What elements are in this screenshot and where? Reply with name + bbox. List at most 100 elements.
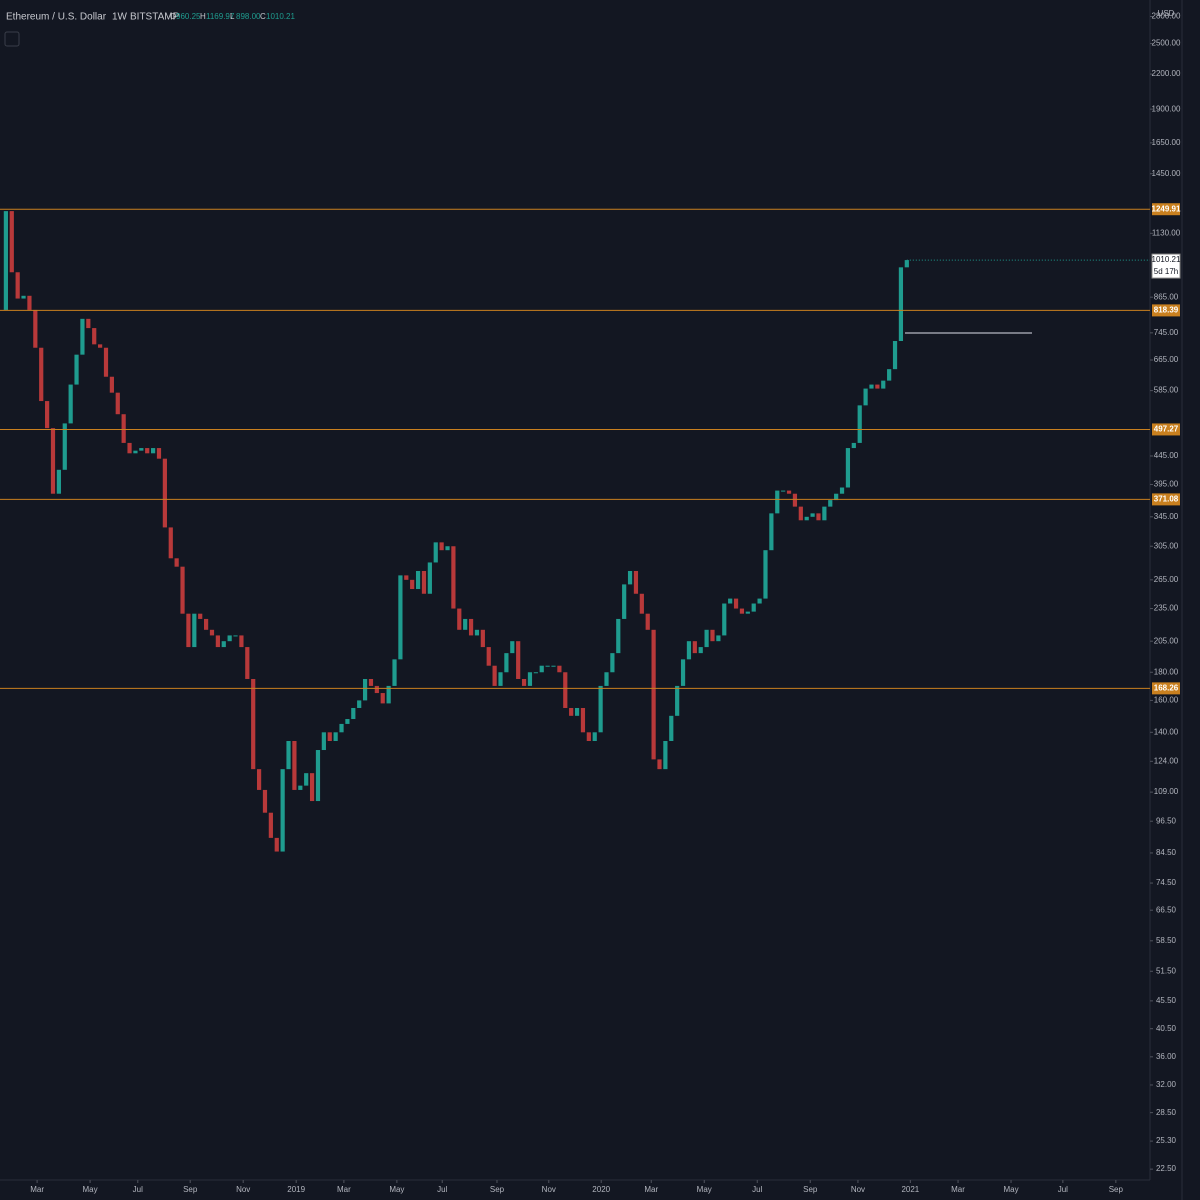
last-price-box <box>1151 253 1181 279</box>
candle-body <box>692 641 697 654</box>
candle-body <box>863 388 868 406</box>
y-tick-label: 51.50 <box>1156 966 1177 975</box>
candle-body <box>651 629 656 760</box>
symbol-title[interactable]: Ethereum / U.S. Dollar <box>6 12 107 23</box>
x-tick-label: Sep <box>183 1185 198 1194</box>
candle-body <box>498 672 503 686</box>
level-label: 497.27 <box>1154 425 1179 434</box>
y-tick-label: 1450.00 <box>1152 169 1181 178</box>
y-tick-label: 32.00 <box>1156 1080 1177 1089</box>
y-tick-label: 265.00 <box>1154 575 1179 584</box>
candle-body <box>786 490 792 494</box>
x-tick-label: Nov <box>542 1185 556 1194</box>
candle-body <box>109 376 114 393</box>
candle-body <box>804 516 809 521</box>
candle-body <box>321 732 326 751</box>
candle-body <box>480 629 485 648</box>
candle-body <box>763 550 768 599</box>
candle-body <box>887 369 892 381</box>
candle-body <box>598 685 603 733</box>
candle-body <box>627 570 633 585</box>
candle-body <box>610 653 615 673</box>
y-tick-label: 140.00 <box>1154 727 1179 736</box>
candle-body <box>680 659 686 686</box>
collapse-button[interactable] <box>4 31 20 47</box>
candle-body <box>256 769 262 790</box>
candle-body <box>398 575 403 660</box>
candle-body <box>68 384 73 424</box>
y-tick-label: 96.50 <box>1156 816 1177 825</box>
x-tick-label: May <box>1003 1185 1018 1194</box>
candle-body <box>427 562 432 594</box>
exchange: BITSTAMP <box>130 12 180 23</box>
candle-body <box>451 546 456 609</box>
candle-body <box>892 341 898 370</box>
interval[interactable]: 1W <box>112 12 128 23</box>
candle-body <box>698 647 703 654</box>
level-label-box <box>1152 304 1180 317</box>
x-tick-label: Mar <box>337 1185 351 1194</box>
x-tick-label: 2019 <box>287 1185 305 1194</box>
candle-body <box>586 732 591 741</box>
candle-body <box>751 603 756 612</box>
currency: USD <box>1158 9 1175 18</box>
candle-body <box>74 354 79 385</box>
candle-body <box>9 211 14 273</box>
candle-body <box>404 575 409 580</box>
candle-body <box>728 598 733 604</box>
candle-body <box>533 672 538 674</box>
y-tick-label: 84.50 <box>1156 848 1177 857</box>
candle-body <box>27 295 32 310</box>
candle-body <box>115 392 120 415</box>
x-tick-label: Sep <box>490 1185 505 1194</box>
candle-body <box>351 707 356 720</box>
candle-body <box>510 641 515 654</box>
ohlc-value: 1169.97 <box>206 12 235 21</box>
candle-body <box>574 707 580 716</box>
x-tick-label: Sep <box>803 1185 818 1194</box>
candle-body <box>410 579 415 590</box>
level-label: 818.39 <box>1154 306 1179 315</box>
candle-body <box>716 635 721 642</box>
x-tick-label: Jul <box>1058 1185 1068 1194</box>
y-tick-label: 2800.00 <box>1152 12 1181 21</box>
candle-body <box>333 732 338 741</box>
candle-body <box>80 318 85 355</box>
level-label: 1249.91 <box>1152 204 1181 213</box>
candle-body <box>50 428 56 494</box>
candle-body <box>380 693 385 704</box>
candle-body <box>857 405 862 443</box>
candle-body <box>822 506 827 521</box>
candle-body <box>357 700 362 708</box>
y-tick-label: 124.00 <box>1154 756 1179 765</box>
candle-body <box>386 685 391 704</box>
candle-body <box>474 629 480 636</box>
candle-body <box>251 678 256 770</box>
ohlc-key: H <box>200 12 206 21</box>
candle-body <box>221 641 226 648</box>
candle-body <box>186 613 191 648</box>
candle-body <box>415 570 421 590</box>
level-label-box <box>1152 493 1180 506</box>
candle-body <box>851 442 856 449</box>
x-tick-label: May <box>83 1185 98 1194</box>
candle-body <box>492 665 497 686</box>
candle-body <box>421 570 427 594</box>
candle-body <box>98 344 103 348</box>
level-label: 371.08 <box>1154 494 1179 503</box>
candle-body <box>457 608 462 630</box>
ohlc-key: L <box>230 12 235 21</box>
candle-body <box>828 500 833 507</box>
candle-body <box>633 570 639 594</box>
level-label-box <box>1152 423 1180 436</box>
ohlc-value: 1010.21 <box>266 12 295 21</box>
y-tick-label: 1130.00 <box>1152 228 1181 237</box>
y-tick-label: 109.00 <box>1154 787 1179 796</box>
candle-body <box>327 732 332 741</box>
candle-body <box>468 618 474 636</box>
candle-body <box>121 414 126 443</box>
candle-body <box>392 659 397 686</box>
candle-body <box>657 759 662 770</box>
candle-body <box>433 542 438 563</box>
